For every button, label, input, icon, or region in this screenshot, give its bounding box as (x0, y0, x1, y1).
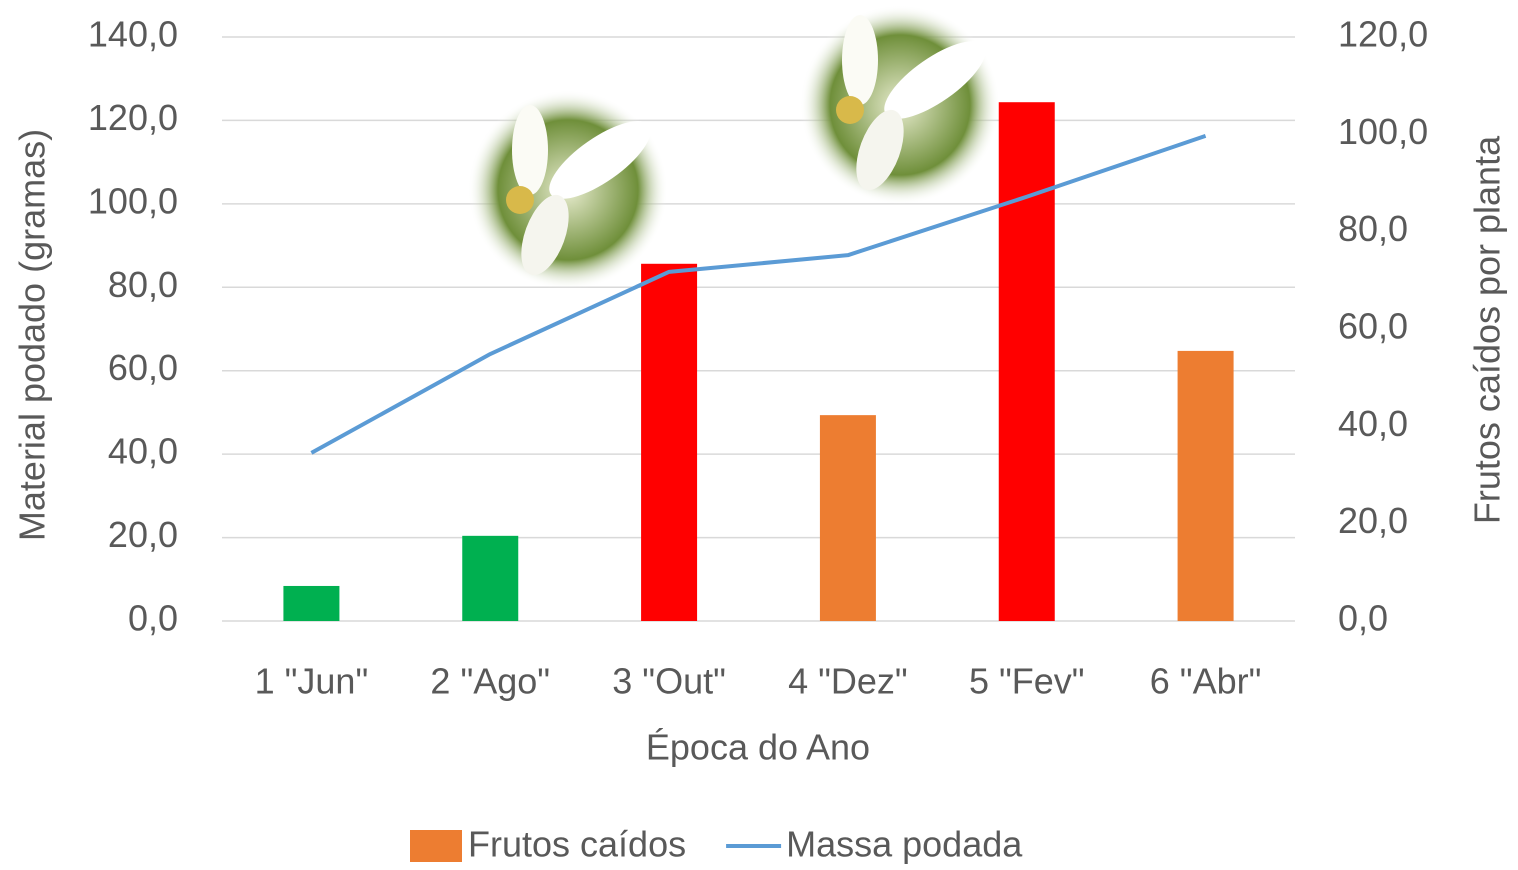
y-tick-label: 20,0 (108, 514, 178, 555)
bar (998, 102, 1055, 622)
legend-swatch (410, 830, 462, 862)
y-axis-title: Material podado (gramas) (12, 129, 53, 541)
y-tick-label: 80,0 (108, 264, 178, 305)
bar (1177, 350, 1234, 621)
flower-image (468, 90, 668, 290)
x-tick-label: 4 "Dez" (788, 661, 908, 702)
legend-label: Massa podada (786, 824, 1023, 865)
x-tick-label: 3 "Out" (612, 661, 726, 702)
y-tick-label: 40,0 (108, 431, 178, 472)
y2-tick-label: 60,0 (1338, 306, 1408, 347)
plot (283, 102, 1234, 622)
x-axis-title: Época do Ano (646, 727, 870, 768)
bar (641, 263, 698, 621)
flower-image (800, 5, 1000, 205)
line (310, 133, 1207, 455)
y2-tick-label: 80,0 (1338, 208, 1408, 249)
y2-axis-title: Frutos caídos por planta (1467, 135, 1508, 524)
y2-tick-label: 120,0 (1338, 14, 1428, 55)
bar (819, 415, 876, 621)
y-tick-label: 100,0 (88, 180, 178, 221)
bar (283, 585, 340, 621)
grid (222, 36, 1295, 622)
x-tick-label: 6 "Abr" (1150, 661, 1262, 702)
y-tick-label: 120,0 (88, 97, 178, 138)
y2-tick-label: 20,0 (1338, 500, 1408, 541)
y-tick-label: 140,0 (88, 14, 178, 55)
y-tick-label: 60,0 (108, 347, 178, 388)
y2-tick-label: 0,0 (1338, 598, 1388, 639)
y-tick-label: 0,0 (128, 598, 178, 639)
x-tick-label: 5 "Fev" (969, 661, 1085, 702)
legend-label: Frutos caídos (468, 824, 686, 865)
y2-tick-label: 100,0 (1338, 111, 1428, 152)
x-tick-label: 2 "Ago" (430, 661, 550, 702)
x-tick-label: 1 "Jun" (255, 661, 369, 702)
bar (462, 535, 519, 621)
y2-tick-label: 40,0 (1338, 403, 1408, 444)
